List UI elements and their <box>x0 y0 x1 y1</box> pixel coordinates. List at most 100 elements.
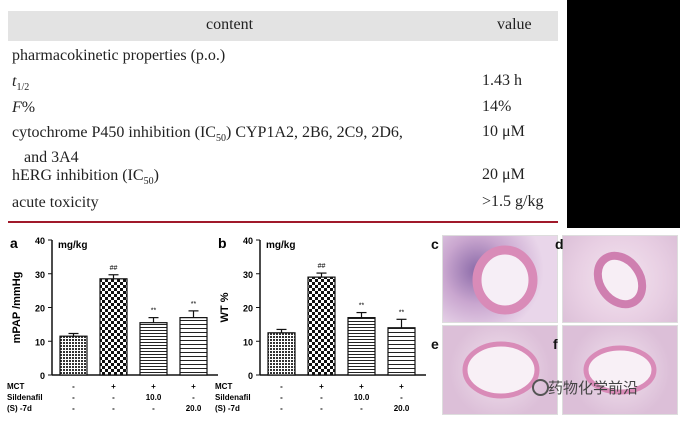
treatment-value: - <box>152 404 155 413</box>
y-tick-label: 40 <box>243 236 253 246</box>
treatment-name: (S) -7d <box>215 404 240 413</box>
treatment-value: + <box>111 382 116 391</box>
row-pk: pharmacokinetic properties (p.o.) <box>12 46 225 65</box>
bioavailability-value: 14% <box>482 98 512 115</box>
header-value: value <box>497 16 532 33</box>
bar <box>307 276 336 376</box>
bar <box>99 278 128 376</box>
row-cyp: cytochrome P450 inhibition (IC50) CYP1A2… <box>12 123 403 167</box>
treatment-value: - <box>280 382 283 391</box>
treatment-name: MCT <box>7 382 24 391</box>
bar <box>139 322 168 376</box>
half-life-symbol: t <box>12 73 17 90</box>
herg-value: 20 μM <box>482 166 525 183</box>
treatment-value: - <box>112 393 115 402</box>
row-bioavailability: F% <box>12 98 35 117</box>
histology-image-c <box>442 235 558 323</box>
bar <box>179 317 208 376</box>
percent-sign: % <box>21 99 36 116</box>
y-tick-label: 20 <box>243 304 253 314</box>
panel-label-a: a <box>10 235 18 251</box>
treatment-value: 10.0 <box>146 393 162 402</box>
treatment-value: - <box>400 393 403 402</box>
treatment-value: - <box>360 404 363 413</box>
treatment-name: Sildenafil <box>215 393 251 402</box>
significance-mark: ## <box>110 265 118 272</box>
treatment-value: 20.0 <box>186 404 202 413</box>
half-life-value: 1.43 h <box>482 72 522 89</box>
bar <box>267 332 296 376</box>
bar-charts: a mg/kg mPAP /mmHg 0 10 20 30 40 - - - ## + - - ** +10.0… <box>7 235 426 413</box>
row-herg: hERG inhibition (IC50) <box>12 166 159 191</box>
panel-label-e: e <box>431 336 439 352</box>
treatment-value: + <box>319 382 324 391</box>
table-header: content value <box>8 11 558 41</box>
treatment-value: + <box>399 382 404 391</box>
unit-note: mg/kg <box>266 240 295 251</box>
row-pk-label: pharmacokinetic properties (p.o.) <box>12 47 226 64</box>
vessel-d <box>593 251 647 309</box>
bar <box>387 327 416 376</box>
treatment-value: - <box>320 404 323 413</box>
treatment-value: - <box>72 382 75 391</box>
half-life-sub: 1/2 <box>16 82 30 94</box>
panel-label-f: f <box>553 336 558 352</box>
watermark-text: 药物化学前沿 <box>548 379 639 397</box>
panel-label-d: d <box>555 236 564 252</box>
treatment-value: - <box>72 404 75 413</box>
watermark-icon <box>532 379 549 396</box>
y-tick-label: 20 <box>35 304 45 314</box>
treatment-value: 10.0 <box>354 393 370 402</box>
treatment-name: MCT <box>215 382 232 391</box>
table-bottom-rule <box>8 221 558 223</box>
vessel-f <box>583 345 657 395</box>
y-tick-label: 10 <box>243 337 253 347</box>
y-tick-label: 10 <box>35 337 45 347</box>
treatment-value: - <box>280 404 283 413</box>
row-toxicity: acute toxicity <box>12 193 99 212</box>
bar <box>347 317 376 376</box>
y-tick-label: 30 <box>35 270 45 280</box>
black-margin <box>567 0 680 228</box>
y-tick-label: 40 <box>35 236 45 246</box>
treatment-value: - <box>72 393 75 402</box>
significance-mark: ## <box>318 263 326 270</box>
treatment-value: + <box>191 382 196 391</box>
toxicity-value: >1.5 g/kg <box>482 193 544 210</box>
chart-b: b mg/kg WT % 0 10 20 30 40 - - - ## + - - ** +10.0 - ** + - 2… <box>215 235 426 413</box>
histology-image-e <box>442 325 558 415</box>
treatment-value: + <box>151 382 156 391</box>
y-axis-label: WT % <box>219 292 231 322</box>
bar <box>59 335 88 376</box>
histology-image-d <box>562 235 678 323</box>
bioavailability-symbol: F <box>12 99 22 116</box>
cyp-label-line1: cytochrome P450 inhibition (IC50) CYP1A2… <box>12 124 403 145</box>
panel-label-b: b <box>218 235 227 251</box>
treatment-value: + <box>359 382 364 391</box>
chart-a: a mg/kg mPAP /mmHg 0 10 20 30 40 - - - ## + - - ** +10.0… <box>7 235 218 413</box>
significance-mark: ** <box>399 309 405 316</box>
treatment-name: Sildenafil <box>7 393 43 402</box>
treatment-value: - <box>280 393 283 402</box>
toxicity-label: acute toxicity <box>12 194 99 211</box>
properties-table: content value pharmacokinetic properties… <box>0 0 562 228</box>
unit-note: mg/kg <box>58 240 87 251</box>
herg-label: hERG inhibition (IC50) <box>12 167 159 188</box>
y-axis-label: mPAP /mmHg <box>11 272 23 344</box>
significance-mark: ** <box>359 303 365 310</box>
vessel-e <box>462 341 540 399</box>
histology-image-f <box>562 325 678 415</box>
cyp-value: 10 μM <box>482 123 525 140</box>
significance-mark: ** <box>151 308 157 315</box>
treatment-value: - <box>320 393 323 402</box>
treatment-value: - <box>192 393 195 402</box>
significance-mark: ** <box>191 301 197 308</box>
treatment-value: - <box>112 404 115 413</box>
vessel-c <box>472 245 538 315</box>
y-tick-label: 30 <box>243 270 253 280</box>
y-tick-label: 0 <box>40 371 45 381</box>
cyp-label-line2: and 3A4 <box>24 149 79 167</box>
panel-label-c: c <box>431 236 439 252</box>
y-tick-label: 0 <box>248 371 253 381</box>
treatment-name: (S) -7d <box>7 404 32 413</box>
